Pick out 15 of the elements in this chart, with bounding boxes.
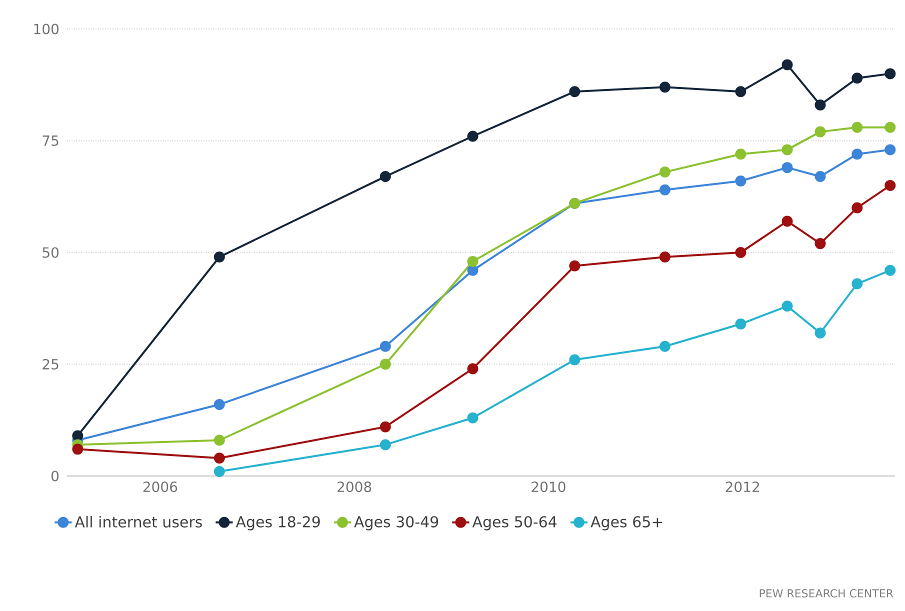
text: PEW RESEARCH CENTER: [760, 589, 894, 598]
x-tick-label: 2008: [338, 482, 372, 492]
x-tick-label: 2012: [726, 482, 760, 492]
y-tick-label: 50: [42, 247, 59, 258]
y-tick-label: 75: [42, 136, 58, 146]
y-tick-label: 100: [34, 24, 59, 34]
x-tick-label: 2006: [143, 482, 178, 492]
legend-label: Ages 50-64: [472, 516, 557, 530]
legend-label: Ages 30-49: [354, 516, 438, 530]
legend-label: All internet users: [74, 516, 202, 528]
y-tick-label: 0: [51, 470, 59, 482]
y-tick-label: 25: [42, 358, 58, 370]
legend-label: Ages 18-29: [236, 516, 320, 530]
x-tick-label: 2010: [532, 482, 566, 492]
legend-label: Ages 65+: [590, 516, 662, 530]
